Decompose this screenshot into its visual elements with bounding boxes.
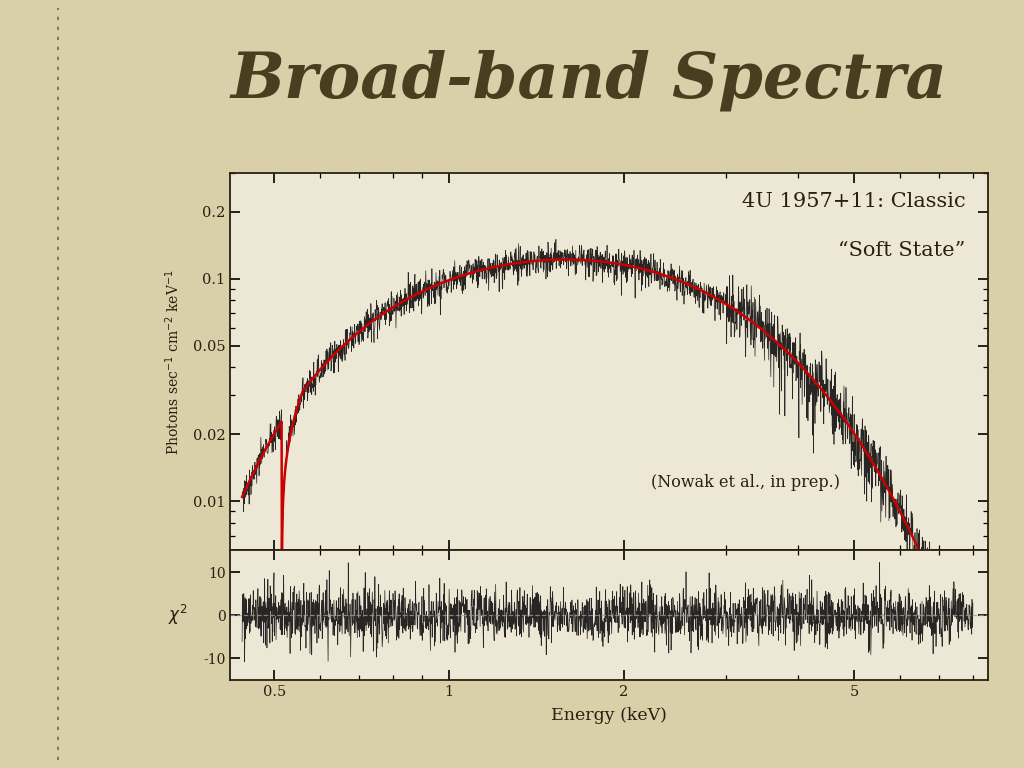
Text: (Nowak et al., in prep.): (Nowak et al., in prep.) [651, 474, 840, 491]
Text: “Soft State”: “Soft State” [838, 241, 966, 260]
Y-axis label: Photons sec$^{-1}$ cm$^{-2}$ keV$^{-1}$: Photons sec$^{-1}$ cm$^{-2}$ keV$^{-1}$ [163, 269, 182, 455]
Text: 4U 1957+11: Classic: 4U 1957+11: Classic [741, 192, 966, 210]
Text: Broad-band Spectra: Broad-band Spectra [230, 50, 947, 111]
X-axis label: Energy (keV): Energy (keV) [551, 707, 668, 724]
Y-axis label: $\chi^2$: $\chi^2$ [168, 603, 188, 627]
